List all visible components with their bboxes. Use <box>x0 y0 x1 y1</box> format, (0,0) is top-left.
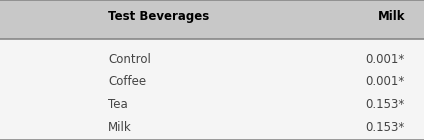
Text: Tea: Tea <box>108 98 128 111</box>
Text: Milk: Milk <box>377 10 405 23</box>
Text: 0.001*: 0.001* <box>365 53 405 66</box>
Text: 0.001*: 0.001* <box>365 75 405 88</box>
Bar <box>0 0 424 39</box>
Text: Milk: Milk <box>108 121 132 134</box>
Text: Control: Control <box>108 53 151 66</box>
Text: Test Beverages: Test Beverages <box>108 10 209 23</box>
Text: 0.153*: 0.153* <box>365 121 405 134</box>
Text: 0.153*: 0.153* <box>365 98 405 111</box>
Text: Coffee: Coffee <box>108 75 146 88</box>
